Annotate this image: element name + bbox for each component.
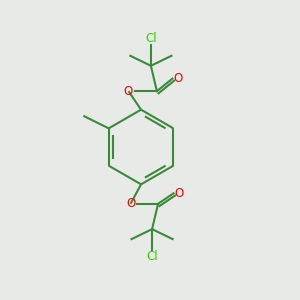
Text: O: O (174, 187, 184, 200)
Text: O: O (124, 85, 133, 98)
Text: Cl: Cl (145, 32, 157, 45)
Text: O: O (126, 197, 135, 210)
Text: Cl: Cl (146, 250, 158, 262)
Text: O: O (173, 72, 182, 85)
